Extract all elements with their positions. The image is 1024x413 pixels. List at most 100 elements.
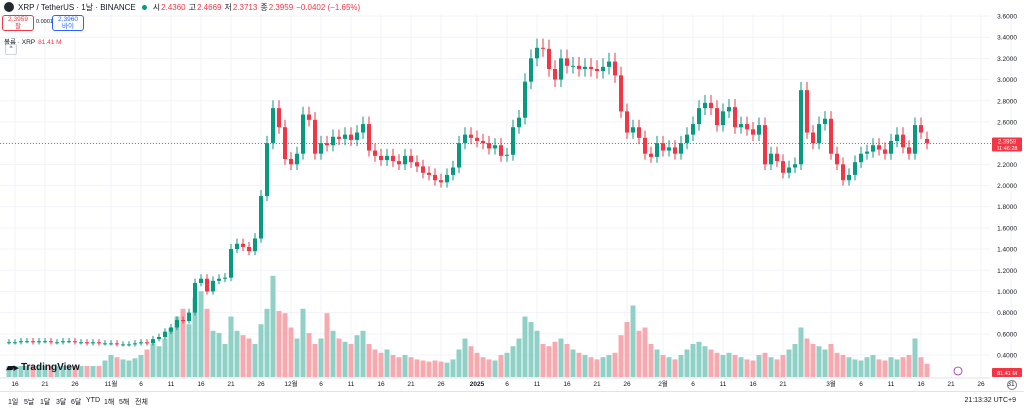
tradingview-logo[interactable]: ▰▸ TradingView [6, 361, 80, 374]
range-ytd-button[interactable]: YTD [86, 397, 100, 404]
volume-bar [450, 359, 456, 377]
utc-clock[interactable]: 21:13:32 UTC+9 [964, 397, 1016, 404]
symbol-title[interactable]: XRP / TetherUS · 1날 · BINANCE [18, 2, 136, 12]
volume-bar [60, 366, 66, 377]
collapse-legend-button[interactable]: ^ [5, 44, 17, 55]
volume-bar [762, 352, 768, 377]
lightning-icon[interactable] [953, 366, 963, 376]
volume-bar [840, 355, 846, 377]
sell-button[interactable]: 2.3959 팔 [2, 15, 34, 31]
candle-body [709, 102, 713, 109]
range-3m-button[interactable]: 3달 [56, 399, 67, 406]
volume-axis-badge-value: 81.41 M [997, 371, 1017, 377]
volume-bar [366, 344, 372, 377]
buy-button[interactable]: 2.3960 바이 [52, 15, 84, 31]
candle-body [187, 312, 191, 322]
x-tick-label: 11 [534, 381, 541, 388]
y-tick-label: 0.8000 [997, 310, 1017, 317]
candle-body [325, 143, 329, 146]
range-1m-button[interactable]: 1달 [40, 399, 51, 406]
volume-bar [270, 275, 276, 377]
volume-bar [720, 355, 726, 377]
candle-body [667, 147, 671, 151]
y-tick-label: 2.8000 [997, 98, 1017, 105]
candle-body [871, 145, 875, 152]
range-all-button[interactable]: 전체 [135, 399, 148, 406]
volume-bar [438, 361, 444, 377]
x-tick-label: 21 [947, 381, 955, 388]
volume-bar [798, 327, 804, 377]
candle-body [913, 125, 917, 154]
volume-bar [444, 362, 450, 377]
candle-body [541, 47, 545, 49]
candle-body [67, 341, 71, 343]
volume-bar [228, 316, 234, 377]
y-tick-label: 1.8000 [997, 204, 1017, 211]
x-tick-label: 26 [623, 381, 631, 388]
volume-bar [318, 338, 324, 377]
volume-bar [90, 366, 96, 377]
range-6m-button[interactable]: 6달 [71, 399, 82, 406]
candle-body [607, 61, 611, 67]
candle-body [181, 320, 185, 322]
range-5d-button[interactable]: 5날 [24, 399, 35, 406]
volume-bar [276, 311, 282, 377]
volume-bar [336, 338, 342, 377]
volume-legend[interactable]: 볼륨 · XRP 81.41 M [4, 36, 62, 46]
y-tick-label: 1.6000 [997, 225, 1017, 232]
candle-body [751, 129, 755, 135]
last-price-badge[interactable] [992, 137, 1022, 152]
volume-bar [486, 359, 492, 377]
x-tick-label: 16 [377, 381, 385, 388]
volume-axis-badge [992, 368, 1022, 377]
range-1d-button[interactable]: 1일 [8, 399, 19, 406]
close-label: 종 [260, 2, 268, 12]
chart-settings-icon[interactable] [1007, 380, 1017, 390]
volume-bar [294, 338, 300, 377]
volume-bar [582, 355, 588, 377]
candle-body [865, 151, 869, 154]
volume-bar [774, 359, 780, 377]
candle-body [55, 342, 59, 344]
candle-body [439, 180, 443, 183]
candle-body [175, 320, 179, 328]
candle-body [109, 343, 113, 345]
candle-body [127, 344, 131, 346]
volume-bar [420, 360, 426, 377]
volume-bar [30, 366, 36, 377]
x-tick-label: 11 [888, 381, 895, 388]
volume-bar [216, 333, 222, 377]
volume-bar [222, 344, 228, 377]
candle-body [619, 75, 623, 112]
x-tick-label: 26 [257, 381, 265, 388]
candle-body [337, 136, 341, 139]
candle-body [565, 58, 569, 66]
candle-body [595, 68, 599, 72]
volume-bar [462, 338, 468, 377]
volume-bar [894, 359, 900, 377]
y-tick-label: 2.6000 [997, 119, 1017, 126]
range-5y-button[interactable]: 5해 [119, 399, 130, 406]
candle-body [775, 153, 779, 162]
x-tick-label: 6 [859, 381, 863, 388]
y-tick-label: 0.6000 [997, 331, 1017, 338]
volume-bar [210, 330, 216, 377]
candle-body [223, 277, 227, 279]
candle-body [499, 145, 503, 156]
volume-bar [786, 349, 792, 377]
volume-bar [534, 330, 540, 377]
candle-body [721, 111, 725, 126]
candle-body [163, 331, 167, 337]
volume-bar [630, 305, 636, 377]
volume-bar [660, 355, 666, 377]
volume-bar [18, 366, 24, 377]
volume-bar [246, 338, 252, 377]
candle-body [907, 147, 911, 154]
candle-body [415, 162, 419, 167]
candle-body [79, 342, 83, 344]
y-tick-label: 3.6000 [997, 14, 1017, 21]
volume-bar [780, 355, 786, 377]
range-1y-button[interactable]: 1해 [104, 399, 115, 406]
